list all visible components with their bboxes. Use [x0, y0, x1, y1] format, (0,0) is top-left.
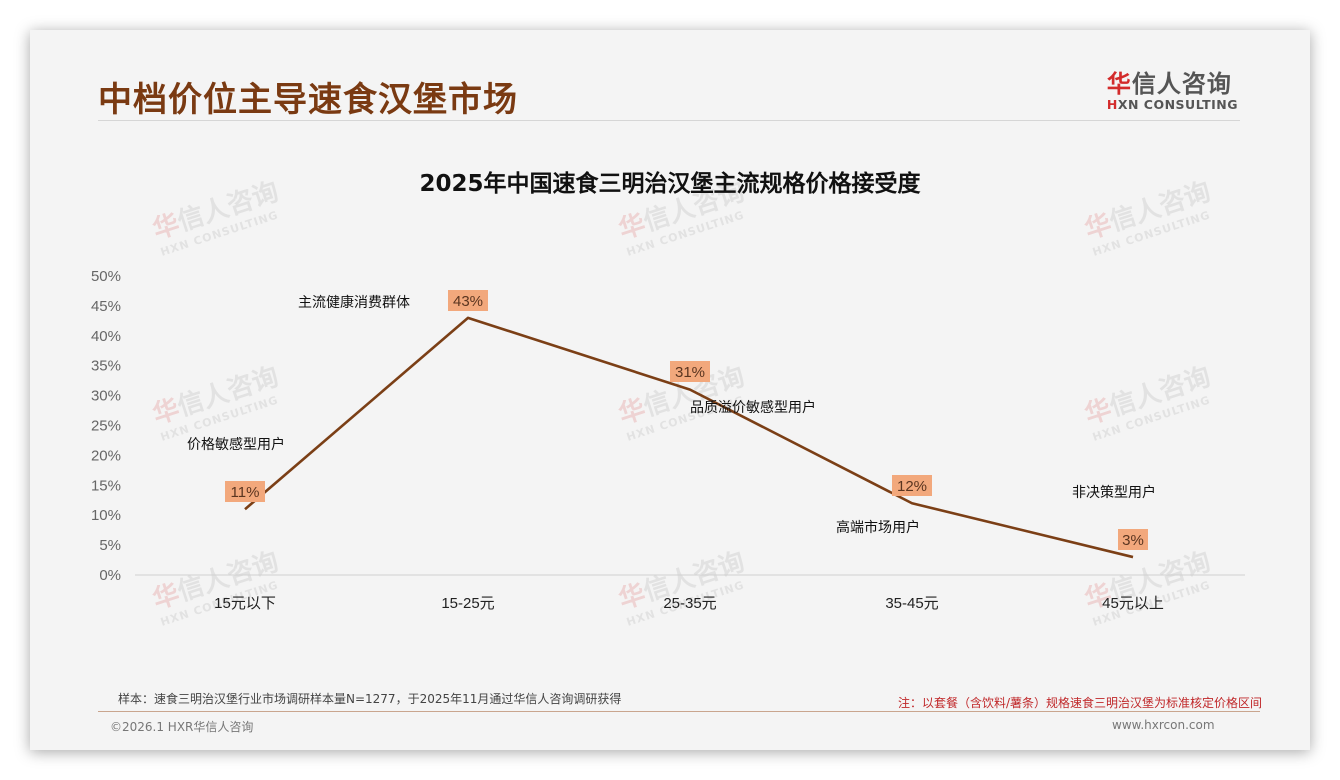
- series-line: [244, 316, 1134, 559]
- value-label-bg: [670, 361, 710, 382]
- logo-cn-text: 信人咨询: [1131, 70, 1232, 98]
- y-tick-label: 50%: [91, 268, 121, 285]
- logo-en-text: XN CONSULTING: [1117, 97, 1238, 112]
- x-axis: 15元以下 15-25元 25-35元 35-45元 45元以上: [214, 595, 1164, 612]
- y-tick-label: 15%: [91, 477, 121, 494]
- value-label: 31%: [675, 364, 705, 381]
- x-tick-label: 45元以上: [1102, 595, 1164, 612]
- y-tick-label: 10%: [91, 507, 121, 524]
- value-label-bg: [1118, 529, 1148, 550]
- value-label-bg: [448, 290, 488, 311]
- sample-note: 样本：速食三明治汉堡行业市场调研样本量N=1277，于2025年11月通过华信人…: [118, 692, 622, 706]
- segment-label: 品质溢价敏感型用户: [690, 399, 816, 416]
- y-tick-label: 40%: [91, 328, 121, 345]
- x-tick-label: 15-25元: [441, 595, 494, 612]
- y-tick-label: 35%: [91, 358, 121, 375]
- website-link[interactable]: www.hxrcon.com: [1112, 718, 1215, 732]
- slide: 中档价位主导速食汉堡市场 华信人咨询 HXN CONSULTING 华信人咨询 H…: [30, 30, 1310, 750]
- y-tick-label: 30%: [91, 388, 121, 405]
- header-divider: [98, 120, 1240, 121]
- x-tick-label: 35-45元: [885, 595, 938, 612]
- segment-label: 非决策型用户: [1072, 484, 1156, 501]
- company-logo: 华信人咨询 HXN CONSULTING: [1107, 64, 1238, 112]
- x-tick-label: 15元以下: [214, 595, 276, 612]
- segment-label: 高端市场用户: [836, 519, 920, 536]
- line-chart: 0% 5% 10% 15% 20% 25% 30% 35% 40% 45% 50% 15元以下 15-…: [91, 268, 1245, 612]
- value-label-bg: [892, 475, 932, 496]
- page-title: 中档价位主导速食汉堡市场: [98, 80, 518, 120]
- value-label-bg: [225, 481, 265, 502]
- y-tick-label: 25%: [91, 418, 121, 435]
- chart-title: 2025年中国速食三明治汉堡主流规格价格接受度: [419, 171, 921, 197]
- logo-en-highlight: H: [1106, 97, 1118, 112]
- value-label: 43%: [453, 293, 483, 310]
- y-axis: 0% 5% 10% 15% 20% 25% 30% 35% 40% 45% 50%: [91, 268, 121, 584]
- y-tick-label: 45%: [91, 298, 121, 315]
- data-labels: 11% 43% 31% 12% 3% 价格敏感型用户 主流健康消费群体品质溢价敏感型用户高端…: [187, 290, 1156, 550]
- copyright: ©2026.1 HXR华信人咨询: [110, 720, 254, 734]
- y-tick-label: 20%: [91, 447, 121, 464]
- y-tick-label: 5%: [99, 537, 121, 554]
- logo-cn-highlight: 华: [1106, 70, 1132, 98]
- value-label: 12%: [897, 478, 927, 495]
- value-label: 11%: [231, 484, 260, 501]
- segment-label: 价格敏感型用户: [187, 436, 285, 453]
- x-tick-label: 25-35元: [663, 595, 716, 612]
- segment-label: 主流健康消费群体: [298, 294, 410, 311]
- y-tick-label: 0%: [99, 567, 121, 584]
- footer-divider: [98, 711, 1260, 712]
- methodology-note: 注：以套餐（含饮料/薯条）规格速食三明治汉堡为标准核定价格区间: [897, 696, 1262, 710]
- value-label: 3%: [1122, 532, 1144, 549]
